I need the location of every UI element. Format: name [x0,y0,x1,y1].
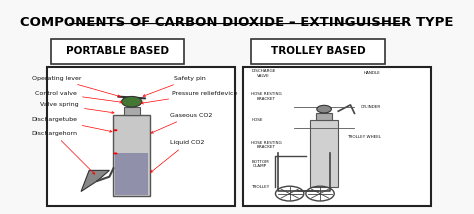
Text: TROLLEY WHEEL: TROLLEY WHEEL [346,135,381,139]
Text: Operating lever: Operating lever [32,76,120,97]
Text: COMPONENTS OF CARBON DIOXIDE – EXTINGUISHER TYPE: COMPONENTS OF CARBON DIOXIDE – EXTINGUIS… [20,16,454,29]
Text: BOTTOM
CLAMP: BOTTOM CLAMP [251,160,269,168]
Text: Pressure reliefdevice: Pressure reliefdevice [141,91,237,104]
FancyBboxPatch shape [243,67,431,206]
Circle shape [121,97,142,107]
Bar [115,153,148,195]
Text: PORTABLE BASED: PORTABLE BASED [66,46,169,56]
Circle shape [317,105,331,113]
Bar [113,115,150,196]
Bar [310,120,338,187]
Text: Dischargehorn: Dischargehorn [31,131,95,174]
FancyBboxPatch shape [46,67,235,206]
Circle shape [113,152,118,155]
Text: Safety pin: Safety pin [143,76,206,97]
Text: DISCHARGE
VALVE: DISCHARGE VALVE [251,69,275,77]
Bar [124,107,140,115]
Text: HOSE: HOSE [251,118,263,122]
FancyBboxPatch shape [51,39,184,64]
Text: HANDLE: HANDLE [364,71,381,75]
Text: HOSE RESTING
BRACKET: HOSE RESTING BRACKET [251,141,282,149]
Text: Dischargetube: Dischargetube [31,117,112,132]
Text: Control valve: Control valve [35,91,122,103]
Bar [316,113,332,120]
Text: CYLINDER: CYLINDER [361,105,381,109]
Text: Gaseous CO2: Gaseous CO2 [151,113,212,133]
Circle shape [113,129,118,131]
FancyBboxPatch shape [251,39,385,64]
Text: TROLLEY BASED: TROLLEY BASED [271,46,365,56]
Polygon shape [81,170,109,192]
Text: HOSE RESTING
BRACKET: HOSE RESTING BRACKET [251,92,282,101]
Text: Liquid CO2: Liquid CO2 [151,140,205,172]
Text: TROLLEY: TROLLEY [251,185,269,189]
Text: Valve spring: Valve spring [40,102,114,114]
